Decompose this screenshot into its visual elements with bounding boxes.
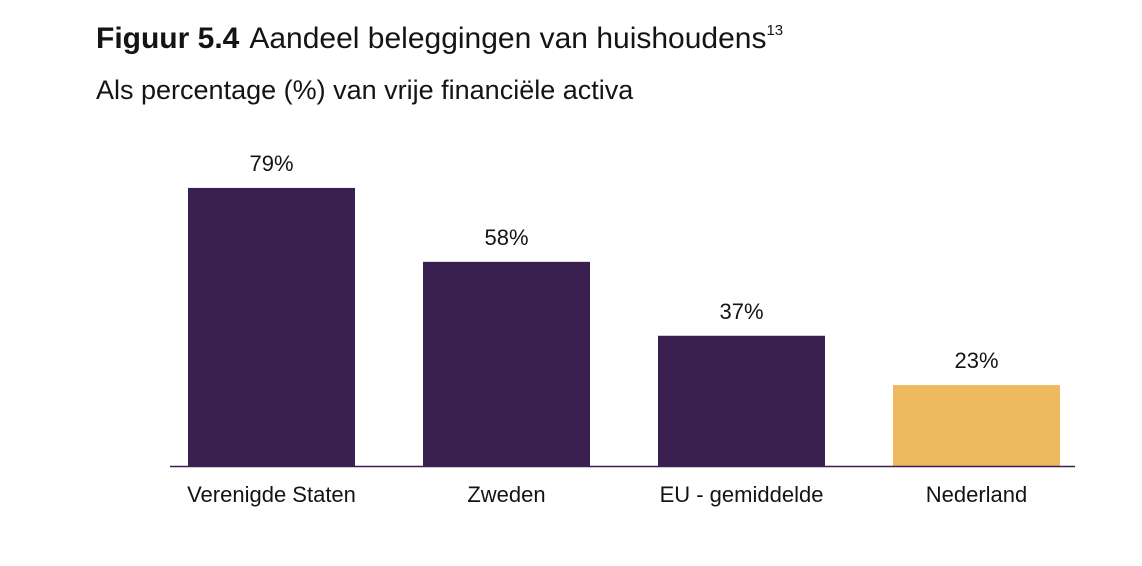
data-label: 58% — [484, 225, 528, 250]
chart-title: Figuur 5.4 Aandeel beleggingen van huisho… — [96, 20, 783, 58]
bar — [188, 187, 355, 467]
data-label: 79% — [249, 151, 293, 176]
data-label: 23% — [954, 348, 998, 373]
data-label: 37% — [719, 299, 763, 324]
bar — [893, 385, 1060, 466]
footnote-marker: 13 — [766, 22, 784, 39]
x-tick-label: EU - gemiddelde — [660, 482, 824, 507]
bar — [658, 335, 825, 466]
x-tick-label: Zweden — [467, 482, 545, 507]
figure-title: Aandeel beleggingen van huishoudens — [249, 22, 767, 55]
figure-label: Figuur 5.4 — [96, 22, 240, 55]
chart-subtitle: Als percentage (%) van vrije financiële … — [96, 75, 634, 105]
x-tick-label: Nederland — [926, 482, 1028, 507]
x-tick-label: Verenigde Staten — [187, 482, 356, 507]
bar — [423, 261, 590, 466]
